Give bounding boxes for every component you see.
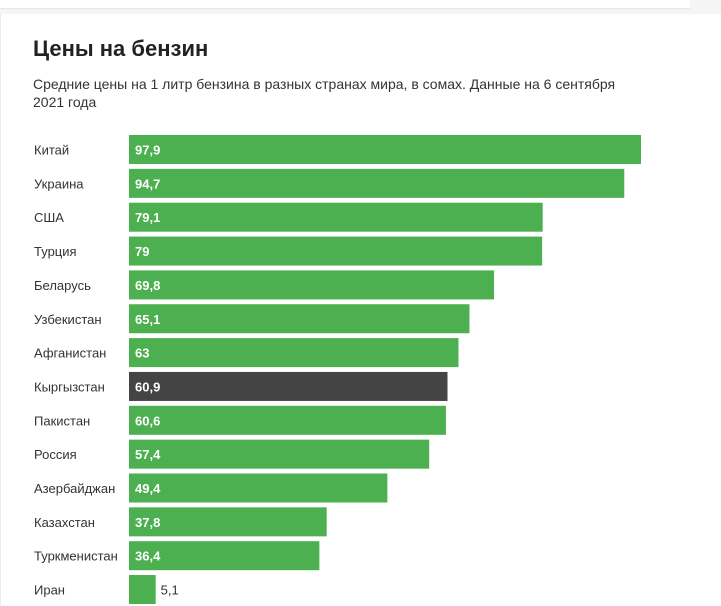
bar xyxy=(129,575,156,605)
top-strip xyxy=(0,0,690,9)
bar xyxy=(129,507,327,537)
category-label: Пакистан xyxy=(34,413,90,428)
bar xyxy=(129,202,543,232)
chart-subtitle: Средние цены на 1 литр бензина в разных … xyxy=(33,76,616,110)
value-label: 65,1 xyxy=(135,312,160,327)
chart-title: Цены на бензин xyxy=(33,36,209,61)
value-label: 5,1 xyxy=(161,583,179,598)
value-label: 63 xyxy=(135,346,149,361)
bar xyxy=(129,439,430,469)
bar xyxy=(129,473,388,503)
category-label: Украина xyxy=(34,176,84,191)
bar xyxy=(129,135,641,164)
bar xyxy=(129,405,446,435)
category-label: Азербайджан xyxy=(34,481,115,496)
value-label: 37,8 xyxy=(135,515,160,530)
value-label: 36,4 xyxy=(135,549,161,564)
value-label: 49,4 xyxy=(135,481,161,496)
category-label: Иран xyxy=(34,583,65,598)
value-label: 79,1 xyxy=(135,210,160,225)
category-label: Афганистан xyxy=(34,346,106,361)
bar xyxy=(129,304,470,334)
value-label: 60,9 xyxy=(135,379,160,394)
bar xyxy=(129,236,543,266)
category-label: Россия xyxy=(34,447,77,462)
bar xyxy=(129,541,320,571)
category-label: Турция xyxy=(34,244,77,259)
category-label: США xyxy=(34,210,64,225)
value-label: 97,9 xyxy=(135,143,160,158)
value-label: 60,6 xyxy=(135,413,160,428)
bar xyxy=(129,338,459,368)
bar xyxy=(129,168,625,198)
value-label: 94,7 xyxy=(135,176,160,191)
category-label: Кыргызстан xyxy=(34,379,105,394)
value-label: 57,4 xyxy=(135,447,161,462)
bar xyxy=(129,270,495,300)
category-label: Туркменистан xyxy=(34,549,118,564)
category-label: Китай xyxy=(34,143,69,158)
value-label: 79 xyxy=(135,244,149,259)
bar-highlighted xyxy=(129,371,448,401)
value-label: 69,8 xyxy=(135,278,160,293)
category-label: Узбекистан xyxy=(34,312,102,327)
category-label: Казахстан xyxy=(34,515,95,530)
category-label: Беларусь xyxy=(34,278,91,293)
